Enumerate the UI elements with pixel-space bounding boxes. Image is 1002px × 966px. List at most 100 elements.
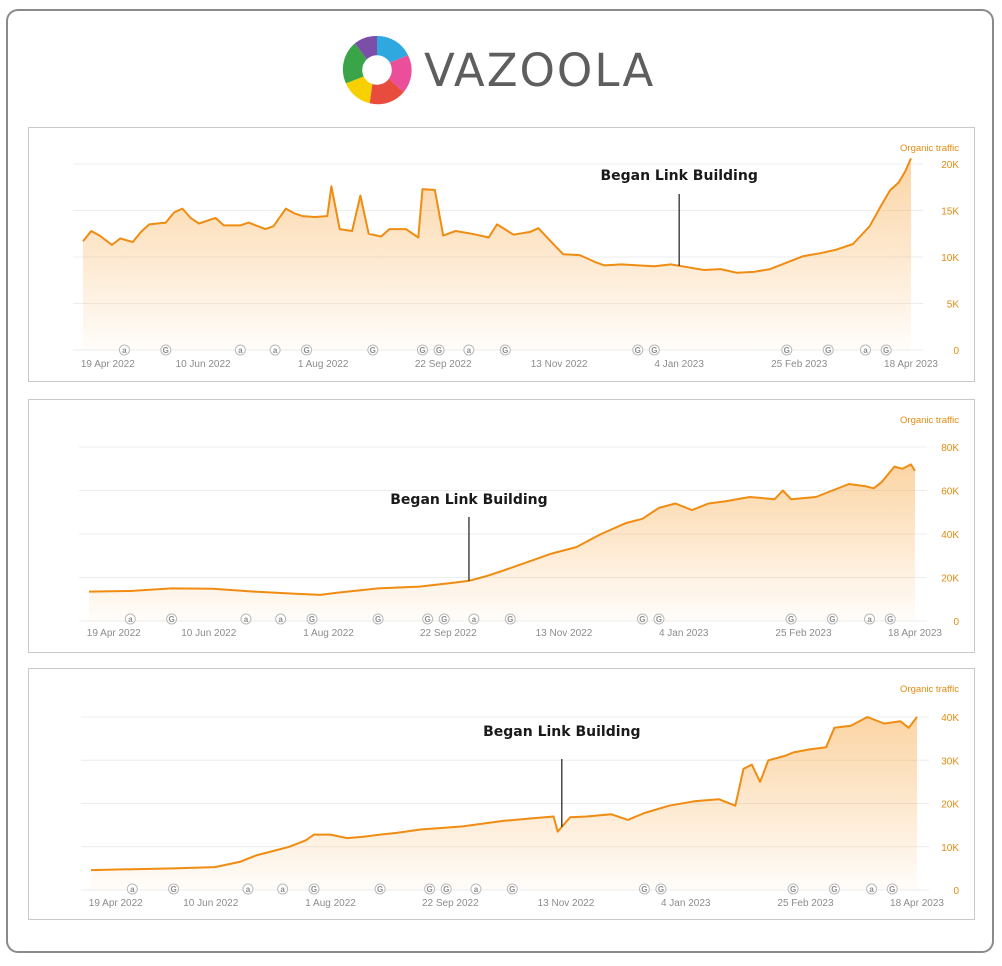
google-update-icon[interactable]: G: [506, 883, 518, 895]
google-update-icon[interactable]: G: [433, 344, 445, 356]
google-update-icon[interactable]: G: [422, 613, 434, 625]
google-update-icon[interactable]: G: [168, 883, 180, 895]
x-tick-label: 19 Apr 2022: [87, 628, 141, 639]
google-update-icon[interactable]: G: [160, 344, 172, 356]
google-update-icon[interactable]: G: [306, 613, 318, 625]
google-update-icon[interactable]: G: [504, 613, 516, 625]
y-tick-label: 60K: [941, 487, 959, 498]
svg-text:G: G: [375, 615, 381, 624]
x-tick-label: 22 Sep 2022: [422, 898, 479, 909]
google-update-icon[interactable]: G: [828, 883, 840, 895]
google-update-icon[interactable]: G: [826, 613, 838, 625]
svg-text:a: a: [863, 346, 868, 355]
google-update-icon[interactable]: G: [374, 883, 386, 895]
svg-text:G: G: [829, 615, 835, 624]
y-tick-label: 0: [953, 346, 959, 357]
google-update-icon[interactable]: G: [655, 883, 667, 895]
annotation-marker-icon[interactable]: a: [126, 883, 138, 895]
annotation-label: Began Link Building: [390, 492, 547, 508]
annotation-marker-icon[interactable]: a: [866, 883, 878, 895]
metric-label: Organic traffic: [900, 143, 959, 154]
google-update-icon[interactable]: G: [884, 613, 896, 625]
google-update-icon[interactable]: G: [416, 344, 428, 356]
svg-text:G: G: [309, 615, 315, 624]
google-update-icon[interactable]: G: [372, 613, 384, 625]
svg-text:a: a: [867, 615, 872, 624]
svg-text:G: G: [163, 346, 169, 355]
x-tick-label: 25 Feb 2023: [777, 898, 834, 909]
svg-text:G: G: [427, 885, 433, 894]
annotation-marker-icon[interactable]: a: [859, 344, 871, 356]
google-update-icon[interactable]: G: [367, 344, 379, 356]
google-update-icon[interactable]: G: [822, 344, 834, 356]
annotation-marker-icon[interactable]: a: [118, 344, 130, 356]
google-update-icon[interactable]: G: [438, 613, 450, 625]
annotation-marker-icon[interactable]: a: [275, 613, 287, 625]
annotation-marker-icon[interactable]: a: [234, 344, 246, 356]
svg-text:G: G: [168, 615, 174, 624]
annotation-marker-icon[interactable]: a: [124, 613, 136, 625]
google-update-icon[interactable]: G: [632, 344, 644, 356]
annotation-marker-icon[interactable]: a: [277, 883, 289, 895]
metric-label: Organic traffic: [900, 684, 959, 695]
google-update-icon[interactable]: G: [424, 883, 436, 895]
svg-text:G: G: [639, 615, 645, 624]
svg-text:G: G: [641, 885, 647, 894]
svg-text:a: a: [273, 346, 278, 355]
x-tick-label: 18 Apr 2023: [888, 628, 942, 639]
google-update-icon[interactable]: G: [653, 613, 665, 625]
svg-text:G: G: [788, 615, 794, 624]
google-update-icon[interactable]: G: [886, 883, 898, 895]
svg-text:G: G: [790, 885, 796, 894]
annotation-marker-icon[interactable]: a: [470, 883, 482, 895]
traffic-area: [89, 464, 915, 621]
traffic-line: [82, 157, 912, 274]
svg-text:a: a: [122, 346, 127, 355]
google-update-icon[interactable]: G: [166, 613, 178, 625]
annotation-marker-icon[interactable]: a: [864, 613, 876, 625]
svg-text:G: G: [825, 346, 831, 355]
annotation-marker-icon[interactable]: a: [463, 344, 475, 356]
google-update-icon[interactable]: G: [440, 883, 452, 895]
svg-text:G: G: [502, 346, 508, 355]
svg-text:G: G: [370, 346, 376, 355]
google-update-icon[interactable]: G: [636, 613, 648, 625]
y-tick-label: 20K: [941, 800, 959, 811]
y-tick-label: 10K: [941, 253, 959, 264]
svg-text:G: G: [883, 346, 889, 355]
google-update-icon[interactable]: G: [308, 883, 320, 895]
google-update-icon[interactable]: G: [787, 883, 799, 895]
x-tick-label: 4 Jan 2023: [659, 628, 709, 639]
annotation-label: Began Link Building: [483, 724, 640, 740]
google-update-icon[interactable]: G: [880, 344, 892, 356]
google-update-icon[interactable]: G: [781, 344, 793, 356]
google-update-icon[interactable]: G: [648, 344, 660, 356]
google-update-icon[interactable]: G: [301, 344, 313, 356]
x-tick-label: 1 Aug 2022: [298, 359, 349, 370]
svg-text:G: G: [303, 346, 309, 355]
svg-text:a: a: [246, 885, 251, 894]
metric-label: Organic traffic: [900, 415, 959, 426]
svg-text:G: G: [784, 346, 790, 355]
annotation-marker-icon[interactable]: a: [240, 613, 252, 625]
annotation-marker-icon[interactable]: a: [269, 344, 281, 356]
svg-text:G: G: [170, 885, 176, 894]
annotation-marker-icon[interactable]: a: [468, 613, 480, 625]
svg-text:a: a: [467, 346, 472, 355]
svg-text:G: G: [377, 885, 383, 894]
svg-text:a: a: [244, 615, 249, 624]
x-tick-label: 22 Sep 2022: [420, 628, 477, 639]
annotation-marker-icon[interactable]: a: [242, 883, 254, 895]
x-tick-label: 22 Sep 2022: [415, 359, 472, 370]
svg-text:G: G: [441, 615, 447, 624]
x-tick-label: 13 Nov 2022: [536, 628, 593, 639]
svg-text:G: G: [443, 885, 449, 894]
google-update-icon[interactable]: G: [638, 883, 650, 895]
svg-text:G: G: [635, 346, 641, 355]
google-update-icon[interactable]: G: [499, 344, 511, 356]
google-update-icon[interactable]: G: [785, 613, 797, 625]
